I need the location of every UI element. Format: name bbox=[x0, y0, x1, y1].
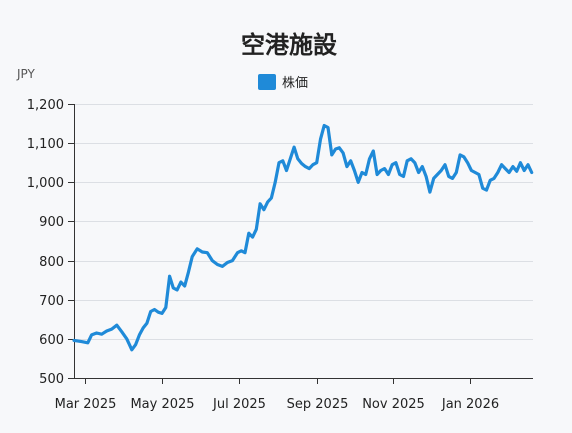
legend-label: 株価 bbox=[282, 76, 308, 91]
y-tick-label: 700 bbox=[39, 294, 64, 309]
x-tick-label: May 2025 bbox=[130, 397, 194, 412]
grid-lines bbox=[74, 104, 533, 340]
x-tick-label: Mar 2025 bbox=[55, 397, 117, 412]
y-tick-label: 1,200 bbox=[27, 98, 64, 113]
y-tick-label: 1,000 bbox=[27, 176, 64, 191]
y-tick-label: 500 bbox=[39, 372, 64, 387]
y-tick-label: 900 bbox=[39, 215, 64, 230]
y-tick-label: 600 bbox=[39, 333, 64, 348]
y-tick-label: 1,100 bbox=[27, 137, 64, 152]
x-axis-ticks: Mar 2025 May 2025 Jul 2025 Sep 2025 Nov 2025… bbox=[55, 378, 499, 412]
y-axis-ticks: 500 600 700 800 900 1,000 1,100 1,200 bbox=[27, 98, 74, 387]
legend-swatch bbox=[258, 74, 276, 90]
x-tick-label: Jul 2025 bbox=[212, 397, 266, 412]
x-tick-label: Sep 2025 bbox=[287, 397, 349, 412]
series-layer bbox=[72, 123, 534, 352]
chart-title: 空港施設 bbox=[241, 31, 338, 59]
x-tick-label: Jan 2026 bbox=[441, 397, 499, 412]
legend: 株価 bbox=[258, 74, 308, 91]
series-line bbox=[72, 123, 534, 352]
y-tick-label: 800 bbox=[39, 255, 64, 270]
x-tick-label: Nov 2025 bbox=[362, 397, 425, 412]
y-axis-unit: JPY bbox=[16, 67, 36, 81]
